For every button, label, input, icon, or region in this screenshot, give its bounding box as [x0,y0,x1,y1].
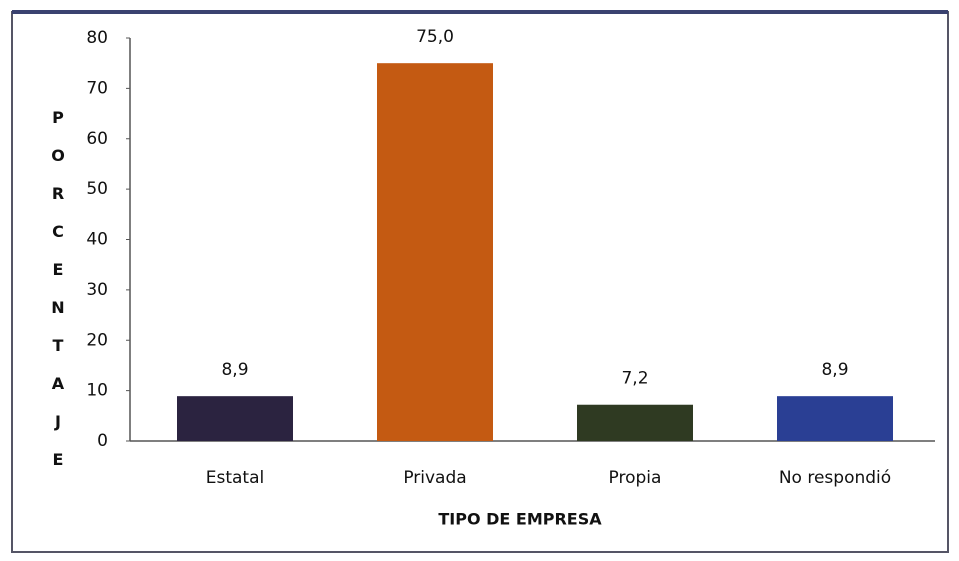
y-tick-label: 40 [86,230,108,250]
y-tick-label: 30 [86,280,108,300]
x-axis-title: TIPO DE EMPRESA [438,510,602,529]
bar [177,396,293,441]
y-tick-label: 20 [86,330,108,350]
x-tick-label: Privada [403,468,466,488]
y-tick-label: 10 [86,381,108,401]
x-tick-label: Estatal [206,468,265,488]
bar [577,404,693,441]
y-tick-label: 60 [86,129,108,149]
x-tick-label: Propia [609,468,662,488]
x-tick-label: No respondió [779,468,891,488]
bar [777,396,893,441]
bar [377,63,493,441]
y-axis-title: PORCENTAJE [49,108,68,488]
y-tick-label: 50 [86,179,108,199]
value-label: 8,9 [221,360,248,380]
value-label: 8,9 [821,360,848,380]
y-tick-label: 70 [86,78,108,98]
y-tick-label: 80 [86,28,108,48]
value-label: 7,2 [621,369,648,389]
value-label: 75,0 [416,27,454,47]
y-tick-label: 0 [97,431,108,451]
